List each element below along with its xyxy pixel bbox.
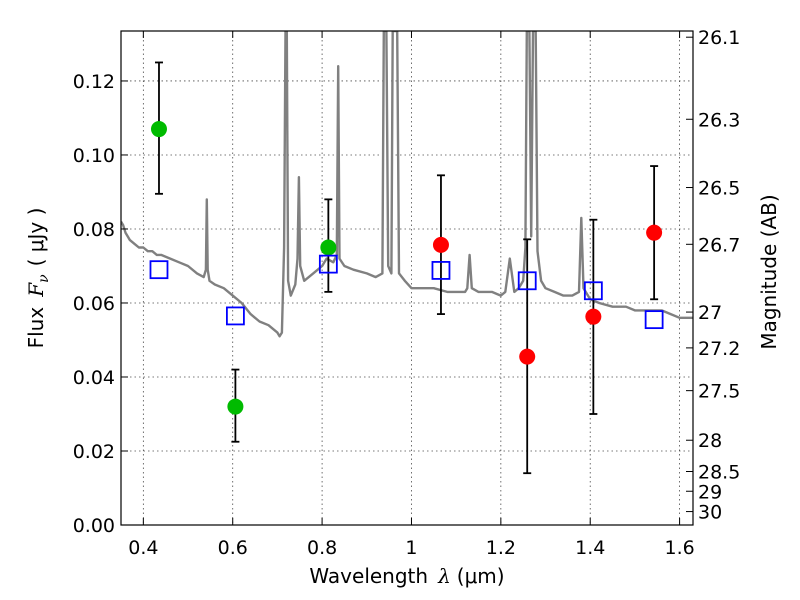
spectrum-line [121, 31, 693, 338]
axis-ticks: 0.4 0.6 0.8 1 1.2 1.4 1.6 0.00 0.02 0.04 0.06 0.08 0… [73, 27, 741, 559]
green-point [320, 239, 337, 256]
x-tick-label: 0.4 [128, 537, 158, 559]
y-tick-label: 0.08 [73, 219, 115, 241]
y2-tick-label: 28.5 [698, 462, 740, 484]
y-tick-label: 0.00 [73, 515, 115, 537]
model-square [431, 261, 451, 280]
x-tick-label: 1.2 [486, 537, 516, 559]
y2-tick-label: 30 [698, 502, 722, 524]
y-tick-label: 0.12 [73, 71, 115, 93]
y2-tick-label: 26.3 [698, 109, 740, 131]
x-tick-label: 1.4 [575, 537, 605, 559]
red-point [585, 308, 602, 325]
y2-tick-label: 26.5 [698, 178, 740, 200]
x-tick-label: 0.8 [307, 537, 337, 559]
y2-tick-label: 29 [698, 481, 722, 503]
photometry-layer [149, 61, 664, 475]
x-tick-label: 1 [405, 537, 417, 559]
green-point [227, 398, 244, 415]
y-axis-label: FluxFν( μJy ) [24, 208, 52, 349]
model-square [318, 254, 338, 274]
y2-tick-label: 27 [698, 302, 722, 324]
y2-axis-label: Magnitude (AB) [757, 194, 781, 349]
grid [121, 31, 693, 525]
x-tick-label: 0.6 [218, 537, 248, 559]
x-tick-label: 1.6 [664, 537, 694, 559]
model-square [644, 310, 664, 330]
plot-frame [120, 30, 694, 526]
y2-tick-label: 28 [698, 430, 722, 452]
model-square [517, 271, 537, 291]
y2-tick-label: 27.5 [698, 381, 740, 403]
y-tick-label: 0.02 [73, 441, 115, 463]
y2-tick-label: 26.1 [698, 27, 740, 49]
red-point [432, 236, 449, 253]
green-point [150, 121, 167, 138]
red-point [646, 224, 663, 241]
y-tick-label: 0.04 [73, 367, 115, 389]
model-square [149, 260, 169, 280]
model-square [583, 281, 603, 301]
y-tick-label: 0.10 [73, 145, 115, 167]
spectrum-layer [121, 31, 693, 338]
x-axis-label: Wavelength λ (μm) [309, 564, 504, 588]
model-square [225, 306, 245, 326]
y2-tick-label: 26.7 [698, 234, 740, 256]
y-tick-label: 0.06 [73, 293, 115, 315]
y2-tick-label: 27.2 [698, 338, 740, 360]
red-point [519, 348, 536, 365]
